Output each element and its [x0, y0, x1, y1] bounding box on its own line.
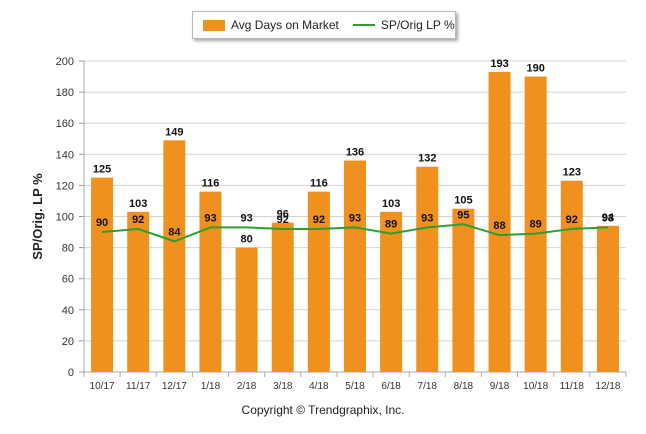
line-data-label: 92	[277, 214, 289, 226]
line-data-label: 93	[204, 212, 216, 224]
bar-data-label: 123	[563, 167, 581, 179]
legend-item-days-on-market: Avg Days on Market	[193, 18, 339, 32]
line-data-label: 90	[96, 217, 108, 229]
bar	[488, 71, 511, 372]
line-data-label: 89	[385, 219, 397, 231]
line-data-label: 89	[530, 219, 542, 231]
line-data-label: 93	[602, 212, 614, 224]
line-data-label: 92	[132, 214, 144, 226]
x-tick-label: 8/18	[454, 381, 474, 392]
x-tick-label: 6/18	[381, 381, 401, 392]
line-data-label: 93	[240, 212, 252, 224]
x-tick-label: 10/18	[523, 381, 548, 392]
line-data-label: 95	[457, 209, 469, 221]
bar	[307, 191, 330, 372]
bar-data-label: 125	[93, 164, 111, 176]
y-tick-label: 80	[62, 243, 74, 255]
line-data-label: 88	[493, 220, 505, 232]
legend-item-sp-orig-lp: SP/Orig LP %	[339, 18, 455, 32]
bar	[199, 191, 222, 372]
legend-swatch-line	[352, 24, 375, 26]
x-tick-label: 12/17	[162, 381, 187, 392]
bar	[271, 222, 294, 372]
y-tick-label: 160	[56, 118, 74, 130]
bar	[380, 211, 403, 372]
bar-data-label: 193	[490, 58, 508, 70]
legend-label-days-on-market: Avg Days on Market	[231, 18, 339, 32]
bar	[127, 211, 150, 372]
bar-data-label: 103	[382, 198, 400, 210]
bar	[524, 76, 547, 373]
y-tick-label: 0	[68, 367, 74, 379]
x-tick-label: 7/18	[418, 381, 438, 392]
line-data-label: 92	[313, 214, 325, 226]
legend-swatch-bar	[203, 19, 225, 31]
bar	[416, 166, 439, 372]
y-tick-label: 60	[62, 274, 74, 286]
legend: Avg Days on Market SP/Orig LP %	[192, 11, 456, 39]
bar-data-label: 149	[165, 126, 183, 138]
bar	[344, 160, 366, 372]
x-tick-label: 4/18	[309, 381, 329, 392]
bar-data-label: 96	[277, 209, 289, 221]
y-tick-label: 100	[56, 212, 74, 224]
y-tick-label: 120	[56, 180, 74, 192]
y-tick-label: 40	[62, 305, 74, 317]
x-tick-label: 3/18	[273, 381, 293, 392]
bar-data-label: 190	[526, 63, 544, 75]
y-axis-label: SP/Orig. LP %	[30, 173, 45, 260]
bar-data-label: 116	[202, 178, 220, 190]
bar-data-label: 116	[310, 178, 328, 190]
bar-data-label: 103	[129, 198, 147, 210]
x-tick-label: 10/17	[90, 381, 115, 392]
x-tick-label: 9/18	[490, 381, 510, 392]
x-tick-label: 12/18	[595, 381, 620, 392]
bar	[163, 140, 186, 372]
bar-data-label: 136	[346, 147, 364, 159]
y-tick-label: 200	[56, 56, 74, 68]
x-tick-label: 1/18	[201, 381, 221, 392]
copyright-footer: Copyright © Trendgraphix, Inc.	[241, 403, 405, 417]
x-tick-label: 11/18	[560, 381, 585, 392]
y-tick-label: 140	[56, 149, 74, 161]
bar	[596, 225, 619, 372]
line-data-label: 93	[421, 212, 433, 224]
line-data-label: 84	[168, 226, 181, 238]
y-tick-label: 20	[62, 336, 74, 348]
line-data-label: 92	[566, 214, 578, 226]
legend-label-sp-orig-lp: SP/Orig LP %	[380, 18, 455, 32]
x-tick-label: 11/17	[126, 381, 151, 392]
line-data-label: 93	[349, 212, 361, 224]
bar-data-label: 105	[454, 195, 472, 207]
y-tick-label: 180	[56, 87, 74, 99]
series-line	[101, 223, 608, 243]
bar	[452, 208, 475, 372]
bar-data-label: 94	[602, 212, 615, 224]
bar-data-label: 80	[240, 234, 252, 246]
bar-data-label: 132	[418, 153, 436, 165]
bar	[560, 180, 583, 372]
x-tick-label: 5/18	[345, 381, 365, 392]
bar	[235, 247, 258, 372]
bar	[91, 177, 114, 372]
x-tick-label: 2/18	[237, 381, 257, 392]
